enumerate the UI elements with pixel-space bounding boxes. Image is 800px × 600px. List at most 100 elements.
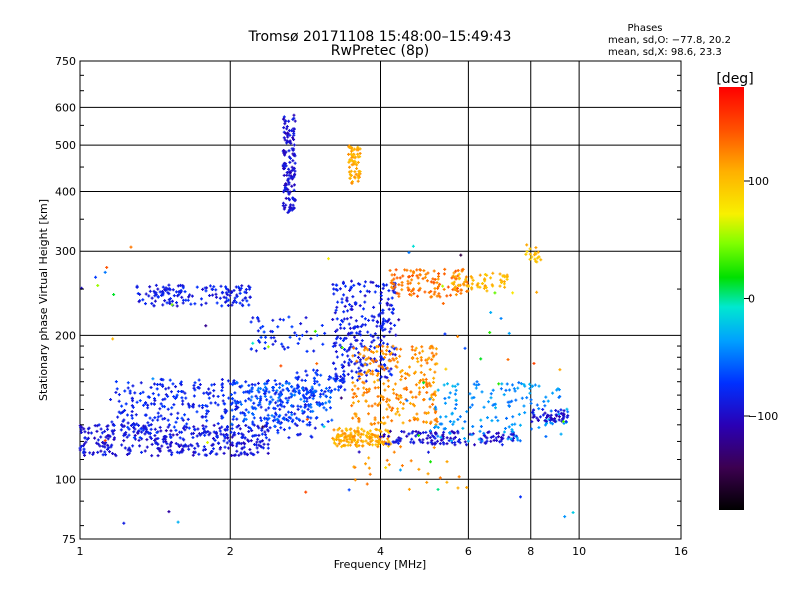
data-point xyxy=(286,419,290,423)
data-point xyxy=(485,416,489,420)
data-point xyxy=(266,379,270,383)
data-point xyxy=(340,300,344,304)
data-point xyxy=(463,280,467,284)
data-point xyxy=(385,348,389,352)
data-point xyxy=(218,426,222,430)
data-point xyxy=(204,289,208,293)
data-point xyxy=(383,421,387,425)
data-point xyxy=(427,381,431,385)
data-point xyxy=(403,376,407,380)
data-point xyxy=(189,302,193,306)
data-point xyxy=(365,390,369,394)
cluster-sparse-noise xyxy=(80,244,575,525)
data-point xyxy=(232,415,236,419)
data-point xyxy=(421,378,425,382)
data-point xyxy=(502,393,506,397)
data-point xyxy=(457,272,461,276)
data-point xyxy=(358,360,362,364)
data-point xyxy=(427,356,431,360)
data-point xyxy=(348,346,352,350)
data-point xyxy=(282,188,286,192)
data-point xyxy=(445,480,449,484)
data-point xyxy=(312,349,316,353)
data-point xyxy=(92,451,96,455)
data-point xyxy=(197,452,201,456)
data-point xyxy=(374,368,378,372)
data-point xyxy=(292,188,296,192)
data-point xyxy=(152,402,156,406)
data-point xyxy=(530,420,534,424)
data-point xyxy=(256,381,260,385)
data-point xyxy=(449,293,453,297)
data-point xyxy=(460,268,464,272)
data-point xyxy=(278,382,282,386)
data-point xyxy=(416,360,420,364)
data-point xyxy=(454,388,458,392)
data-point xyxy=(336,300,340,304)
data-point xyxy=(389,367,393,371)
data-point xyxy=(470,403,474,407)
data-point xyxy=(353,175,357,179)
data-point xyxy=(358,352,362,356)
data-point xyxy=(377,313,381,317)
data-point xyxy=(103,429,107,433)
data-point xyxy=(386,366,390,370)
data-point xyxy=(425,279,429,283)
data-point xyxy=(169,436,173,440)
data-point xyxy=(126,425,130,429)
data-point xyxy=(297,417,301,421)
data-point xyxy=(358,170,362,174)
data-point xyxy=(238,400,242,404)
data-point xyxy=(385,397,389,401)
data-point xyxy=(150,296,154,300)
data-point xyxy=(171,288,175,292)
data-point xyxy=(257,386,261,390)
data-point xyxy=(480,439,484,443)
data-point xyxy=(264,433,268,437)
data-point xyxy=(351,395,355,399)
data-point xyxy=(407,251,411,255)
data-point xyxy=(369,344,373,348)
data-point xyxy=(293,127,297,131)
data-point xyxy=(222,433,226,437)
data-point xyxy=(310,385,314,389)
data-point xyxy=(241,298,245,302)
data-point xyxy=(289,129,293,133)
data-point xyxy=(557,418,561,422)
data-point xyxy=(410,356,414,360)
data-point xyxy=(327,377,331,381)
data-point xyxy=(353,160,357,164)
data-point xyxy=(281,383,285,387)
data-point xyxy=(222,402,226,406)
data-point xyxy=(432,354,436,358)
data-point xyxy=(244,288,248,292)
data-point xyxy=(330,389,334,393)
data-point xyxy=(256,388,260,392)
data-point xyxy=(256,403,260,407)
data-point xyxy=(405,434,409,438)
data-point xyxy=(181,399,185,403)
data-point xyxy=(489,396,493,400)
data-point xyxy=(363,323,367,327)
data-point xyxy=(454,293,458,297)
data-point xyxy=(96,284,100,288)
data-point xyxy=(282,126,286,130)
data-point xyxy=(412,270,416,274)
data-point xyxy=(168,378,172,382)
data-point xyxy=(388,372,392,376)
data-point xyxy=(302,410,306,414)
data-point xyxy=(254,443,258,447)
data-point xyxy=(148,435,152,439)
data-point xyxy=(271,386,275,390)
data-point xyxy=(554,408,558,412)
data-point xyxy=(355,325,359,329)
data-point xyxy=(224,291,228,295)
data-point xyxy=(148,289,152,293)
data-point xyxy=(252,401,256,405)
data-point xyxy=(234,404,238,408)
data-point xyxy=(93,436,97,440)
data-point xyxy=(499,387,503,391)
data-point xyxy=(79,430,83,434)
data-point xyxy=(472,382,476,386)
data-point xyxy=(505,277,509,281)
